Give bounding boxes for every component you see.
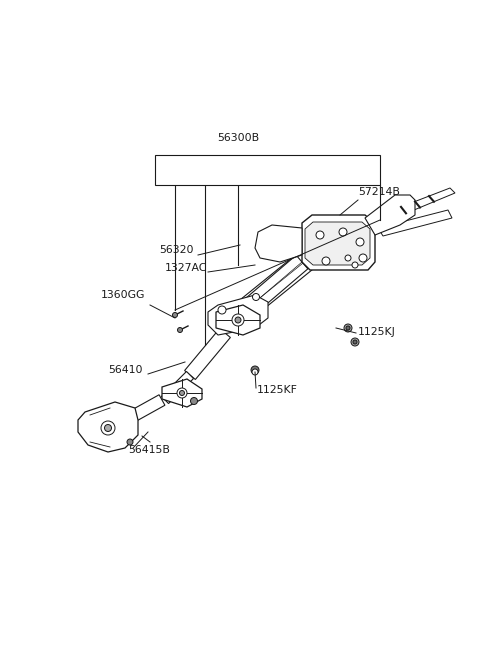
- Polygon shape: [255, 225, 302, 262]
- Polygon shape: [234, 255, 308, 322]
- Polygon shape: [162, 379, 202, 407]
- Polygon shape: [365, 195, 415, 235]
- Text: 57214B: 57214B: [358, 187, 400, 197]
- Text: 1125KJ: 1125KJ: [358, 327, 396, 337]
- Circle shape: [251, 366, 259, 374]
- Polygon shape: [378, 210, 452, 236]
- Circle shape: [344, 324, 352, 332]
- Circle shape: [351, 338, 359, 346]
- Circle shape: [105, 424, 111, 432]
- Circle shape: [127, 439, 133, 445]
- Text: 56320: 56320: [159, 245, 194, 255]
- Text: 56300B: 56300B: [217, 133, 259, 143]
- Polygon shape: [161, 371, 193, 403]
- Circle shape: [359, 254, 367, 262]
- Circle shape: [252, 293, 260, 300]
- Circle shape: [177, 388, 187, 398]
- FancyBboxPatch shape: [155, 155, 380, 185]
- Circle shape: [352, 262, 358, 268]
- Circle shape: [356, 238, 364, 246]
- Text: 1125KF: 1125KF: [257, 385, 298, 395]
- Circle shape: [322, 257, 330, 265]
- Polygon shape: [78, 402, 138, 452]
- Circle shape: [235, 317, 241, 323]
- Circle shape: [346, 326, 350, 330]
- Polygon shape: [185, 329, 230, 379]
- Polygon shape: [305, 222, 370, 265]
- Circle shape: [316, 231, 324, 239]
- Circle shape: [180, 390, 184, 396]
- Polygon shape: [216, 305, 260, 335]
- Polygon shape: [238, 216, 357, 319]
- Circle shape: [339, 228, 347, 236]
- Text: 1360GG: 1360GG: [101, 290, 145, 300]
- Polygon shape: [380, 188, 455, 222]
- Circle shape: [172, 312, 178, 318]
- Text: 56415B: 56415B: [128, 445, 170, 455]
- Polygon shape: [105, 395, 165, 435]
- Polygon shape: [208, 295, 268, 335]
- Circle shape: [218, 306, 226, 314]
- Circle shape: [252, 369, 258, 375]
- Circle shape: [353, 340, 357, 344]
- Polygon shape: [302, 215, 375, 270]
- Circle shape: [191, 398, 197, 405]
- Circle shape: [345, 255, 351, 261]
- Text: 56410: 56410: [108, 365, 143, 375]
- Circle shape: [101, 421, 115, 435]
- Text: 1327AC: 1327AC: [165, 263, 207, 273]
- Circle shape: [232, 314, 244, 326]
- Circle shape: [178, 327, 182, 333]
